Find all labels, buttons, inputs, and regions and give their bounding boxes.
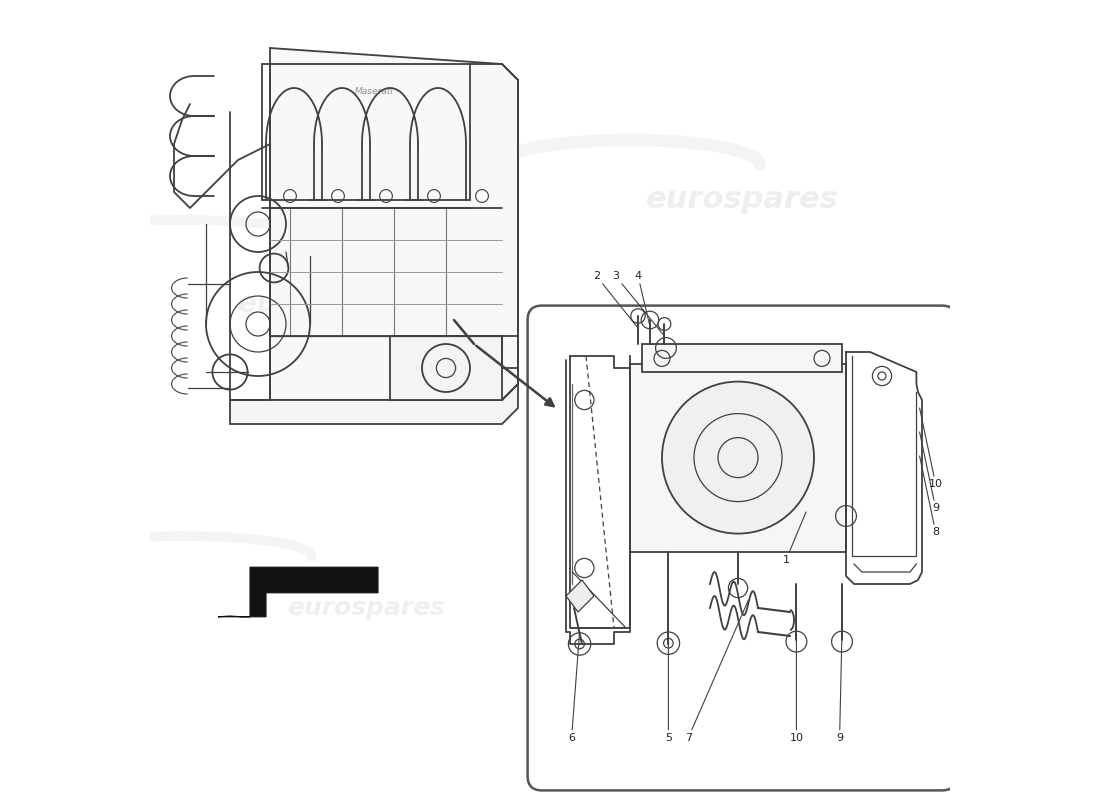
Text: 5: 5: [664, 632, 672, 742]
Polygon shape: [230, 384, 518, 424]
Text: Maserati: Maserati: [354, 87, 394, 97]
Text: 3: 3: [612, 271, 664, 336]
Text: 10: 10: [920, 408, 943, 489]
Text: 9: 9: [920, 432, 939, 513]
Text: 8: 8: [920, 456, 939, 537]
Polygon shape: [270, 48, 518, 400]
Text: 2: 2: [593, 271, 638, 328]
Text: 1: 1: [782, 512, 806, 565]
Bar: [390, 336, 502, 400]
Text: eurospares: eurospares: [287, 596, 446, 620]
Text: eurospares: eurospares: [239, 290, 414, 318]
Text: 9: 9: [836, 630, 844, 742]
Bar: [630, 364, 846, 552]
Circle shape: [662, 382, 814, 534]
Polygon shape: [218, 567, 378, 617]
Polygon shape: [566, 580, 594, 612]
Text: 6: 6: [568, 632, 580, 742]
Text: 7: 7: [685, 600, 748, 742]
FancyBboxPatch shape: [528, 306, 956, 790]
Text: eurospares: eurospares: [656, 606, 796, 626]
Text: 10: 10: [790, 630, 803, 742]
Text: 4: 4: [635, 271, 650, 326]
Text: eurospares: eurospares: [646, 186, 838, 214]
Bar: [642, 344, 842, 372]
